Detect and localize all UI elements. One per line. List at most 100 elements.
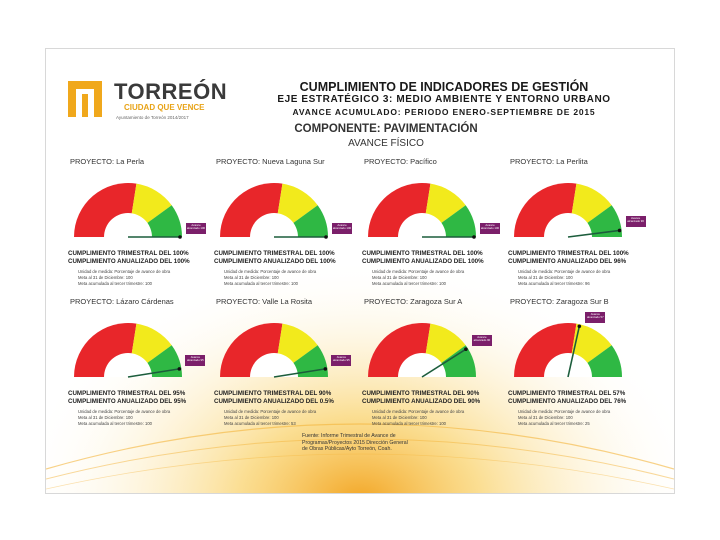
gauge-panel: PROYECTO: Valle La Rosita Avance alcanzad…	[206, 297, 356, 437]
unit-of-measure: Unidad de medida: Porcentaje de avance d…	[224, 269, 317, 274]
annual-compliance: CUMPLIMIENTO ANUALIZADO DEL 95%	[68, 398, 187, 405]
annual-compliance: CUMPLIMIENTO ANUALIZADO DEL 0.5%	[214, 398, 334, 405]
accumulated-goal: Meta acumulada al tercer trimestre: 100	[78, 421, 153, 426]
project-title: PROYECTO: Pacífico	[364, 157, 437, 166]
gauge-needle	[567, 229, 620, 238]
gauge-hub	[104, 213, 152, 237]
accumulated-goal: Meta acumulada al tercer trimestre: 100	[224, 281, 299, 286]
accumulated-goal: Meta acumulada al tercer trimestre: 100	[372, 281, 447, 286]
unit-of-measure: Unidad de medida: Porcentaje de avance d…	[518, 409, 611, 414]
annual-goal: Meta al 31 de Diciembre: 100	[518, 415, 573, 420]
gauge-chart	[220, 182, 328, 239]
gauge-needle	[567, 326, 581, 378]
gauge-chart	[514, 322, 622, 378]
gauge-hub	[398, 213, 446, 237]
gauge-needle	[421, 348, 467, 378]
gauge-chart	[74, 322, 182, 378]
gauge-callout: Avance alcanzado 95	[185, 354, 206, 366]
gauge-callout: Avance alcanzado 95	[331, 354, 352, 366]
quarterly-compliance: CUMPLIMIENTO TRIMESTRAL DEL 90%	[362, 390, 480, 397]
annual-compliance: CUMPLIMIENTO ANUALIZADO DEL 90%	[362, 398, 481, 405]
source-line-3: de Obras Públicas/Ayto Torreón, Coah.	[302, 446, 392, 452]
gauge-panel: PROYECTO: Pacífico Avance alcanzado 100 CU…	[354, 157, 504, 297]
gauge-panel: PROYECTO: La Perla Avance alcanzado 100 CU…	[60, 157, 210, 297]
accumulated-goal: Meta acumulada al tercer trimestre: 25	[518, 421, 590, 426]
gauge-panel: PROYECTO: Zaragoza Sur B Avance alcanzado…	[500, 297, 650, 437]
gauge-chart	[514, 182, 622, 238]
gauge-hub	[250, 353, 298, 377]
source-line-1: Fuente: Informe Trimestral de Avance de	[302, 433, 396, 439]
gauge-panel: PROYECTO: La Perlita Avance alcanzado 96 C…	[500, 157, 650, 297]
slide: TORREÓN CIUDAD QUE VENCE Ayuntamiento de…	[45, 48, 675, 494]
annual-compliance: CUMPLIMIENTO ANUALIZADO DEL 100%	[68, 258, 190, 265]
annual-goal: Meta al 31 de Diciembre: 100	[78, 275, 133, 280]
accumulated-goal: Meta acumulada al tercer trimestre: 100	[372, 421, 447, 426]
gauge-callout: Avance alcanzado 100	[332, 223, 352, 234]
gauge-needle-tip	[464, 347, 468, 351]
component-title: COMPONENTE: PAVIMENTACIÓN	[294, 123, 478, 135]
quarterly-compliance: CUMPLIMIENTO TRIMESTRAL DEL 95%	[68, 390, 186, 397]
quarterly-compliance: CUMPLIMIENTO TRIMESTRAL DEL 57%	[508, 390, 626, 397]
gauge-hub	[250, 213, 298, 237]
gauge-hub	[104, 353, 152, 377]
project-title: PROYECTO: Zaragoza Sur B	[510, 297, 609, 306]
unit-of-measure: Unidad de medida: Porcentaje de avance d…	[224, 409, 317, 414]
gauge-panel: PROYECTO: Lázaro Cárdenas Avance alcanzad…	[60, 297, 210, 437]
project-title: PROYECTO: Zaragoza Sur A	[364, 297, 463, 306]
annual-compliance: CUMPLIMIENTO ANUALIZADO DEL 96%	[508, 258, 627, 265]
brand-slogan: CIUDAD QUE VENCE	[124, 103, 205, 112]
project-title: PROYECTO: La Perla	[70, 157, 145, 166]
gauge-callout: Avance alcanzado 96	[625, 216, 646, 228]
gauge-needle-tip	[324, 235, 328, 239]
gauge-hub	[398, 353, 446, 377]
unit-of-measure: Unidad de medida: Porcentaje de avance d…	[78, 409, 171, 414]
brand-name: TORREÓN	[114, 79, 228, 104]
quarterly-compliance: CUMPLIMIENTO TRIMESTRAL DEL 100%	[362, 250, 483, 257]
brand-subtitle: Ayuntamiento de Torreón 2014/2017	[116, 115, 189, 120]
gauge-hub	[544, 213, 592, 237]
quarterly-compliance: CUMPLIMIENTO TRIMESTRAL DEL 100%	[508, 250, 629, 257]
gauge-needle-tip	[472, 235, 476, 239]
gauge-callout: Avance alcanzado 100	[186, 223, 206, 234]
accumulated-goal: Meta acumulada al tercer trimestre: 53	[224, 421, 296, 426]
unit-of-measure: Unidad de medida: Porcentaje de avance d…	[372, 409, 465, 414]
gauge-callout: Avance alcanzado 57	[585, 312, 606, 324]
gauge-callout: Avance alcanzado 100	[480, 223, 500, 234]
gauge-needle-tip	[323, 367, 328, 371]
gauge-needle-tip	[177, 367, 182, 371]
annual-goal: Meta al 31 de Diciembre: 100	[224, 415, 279, 420]
gauge-chart	[220, 322, 328, 378]
gauge-chart	[368, 322, 476, 378]
gauge-needle	[273, 368, 326, 378]
project-title: PROYECTO: Nueva Laguna Sur	[216, 157, 325, 166]
unit-of-measure: Unidad de medida: Porcentaje de avance d…	[518, 269, 611, 274]
annual-goal: Meta al 31 de Diciembre: 100	[78, 415, 133, 420]
annual-goal: Meta al 31 de Diciembre: 100	[518, 275, 573, 280]
gauge-chart	[368, 182, 476, 239]
gauge-panel: PROYECTO: Zaragoza Sur A Avance alcanzado…	[354, 297, 504, 437]
annual-goal: Meta al 31 de Diciembre: 100	[372, 275, 427, 280]
project-title: PROYECTO: La Perlita	[510, 157, 588, 166]
project-title: PROYECTO: Valle La Rosita	[216, 297, 313, 306]
unit-of-measure: Unidad de medida: Porcentaje de avance d…	[372, 269, 465, 274]
annual-compliance: CUMPLIMIENTO ANUALIZADO DEL 76%	[508, 398, 627, 405]
annual-goal: Meta al 31 de Diciembre: 100	[224, 275, 279, 280]
quarterly-compliance: CUMPLIMIENTO TRIMESTRAL DEL 100%	[214, 250, 335, 257]
axis-title: EJE ESTRATÉGICO 3: MEDIO AMBIENTE Y ENTO…	[277, 94, 611, 105]
annual-goal: Meta al 31 de Diciembre: 100	[372, 415, 427, 420]
torreon-logo-icon	[68, 81, 102, 117]
gauge-chart	[74, 182, 182, 239]
quarterly-compliance: CUMPLIMIENTO TRIMESTRAL DEL 90%	[214, 390, 332, 397]
source-line-2: Programas/Proyectos 2015 Dirección Gener…	[302, 439, 408, 446]
gauge-panel: PROYECTO: Nueva Laguna Sur Avance alcanza…	[206, 157, 356, 297]
gauge-hub	[544, 353, 592, 377]
annual-compliance: CUMPLIMIENTO ANUALIZADO DEL 100%	[214, 258, 336, 265]
gauge-needle	[127, 368, 180, 378]
quarterly-compliance: CUMPLIMIENTO TRIMESTRAL DEL 100%	[68, 250, 189, 257]
page-title: CUMPLIMIENTO DE INDICADORES DE GESTIÓN	[299, 80, 589, 94]
gauge-needle-tip	[577, 324, 582, 329]
avance-title: AVANCE FÍSICO	[348, 138, 424, 149]
period-title: AVANCE ACUMULADO: PERIODO ENERO-SEPTIEMB…	[292, 107, 596, 117]
gauge-callout: Avance alcanzado 90	[471, 335, 492, 347]
gauge-needle-tip	[178, 235, 182, 239]
